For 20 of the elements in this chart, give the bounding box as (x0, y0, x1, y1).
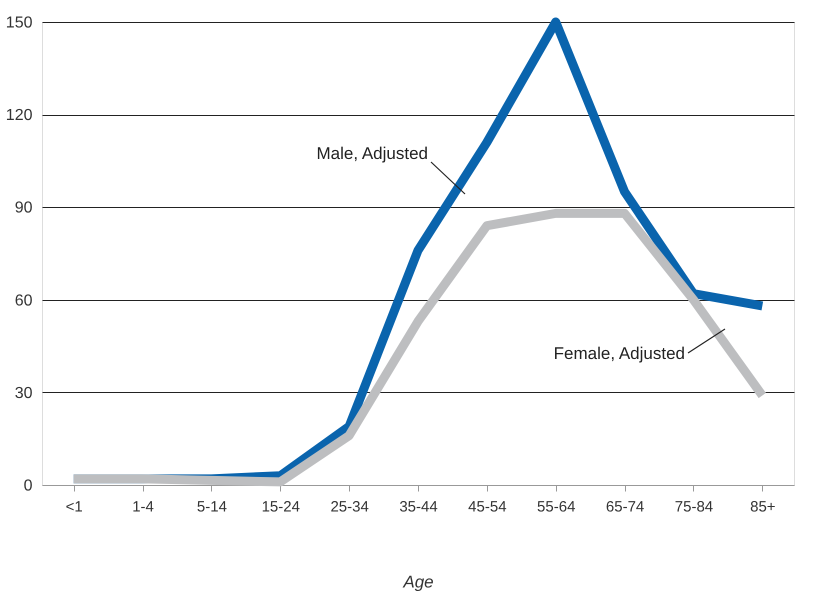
x-tick-label: 5-14 (196, 498, 227, 516)
x-tick-label: 25-34 (330, 498, 369, 516)
y-tick-label: 150 (6, 14, 33, 32)
series-label: Female, Adjusted (554, 344, 685, 363)
x-axis-title: Age (402, 572, 434, 592)
x-tick-label: 35-44 (399, 498, 438, 516)
x-tick-label: 45-54 (468, 498, 507, 516)
y-tick-label: 30 (14, 384, 33, 402)
text: Male, Adjusted (316, 144, 428, 163)
y-tick-label: 120 (6, 107, 33, 124)
x-tick-label: 65-74 (606, 498, 644, 516)
y-tick-label: 0 (24, 478, 33, 494)
x-tick-label: 85+ (750, 498, 776, 516)
y-tick-label: 90 (14, 200, 33, 217)
y-tick-label: 60 (14, 292, 33, 310)
x-tick-label: <1 (66, 498, 83, 516)
x-tick-label: 55-64 (537, 498, 576, 516)
x-tick-label: 15-24 (262, 498, 300, 516)
x-tick-label: 75-84 (674, 498, 714, 516)
x-tick-label: 1-4 (132, 498, 154, 516)
